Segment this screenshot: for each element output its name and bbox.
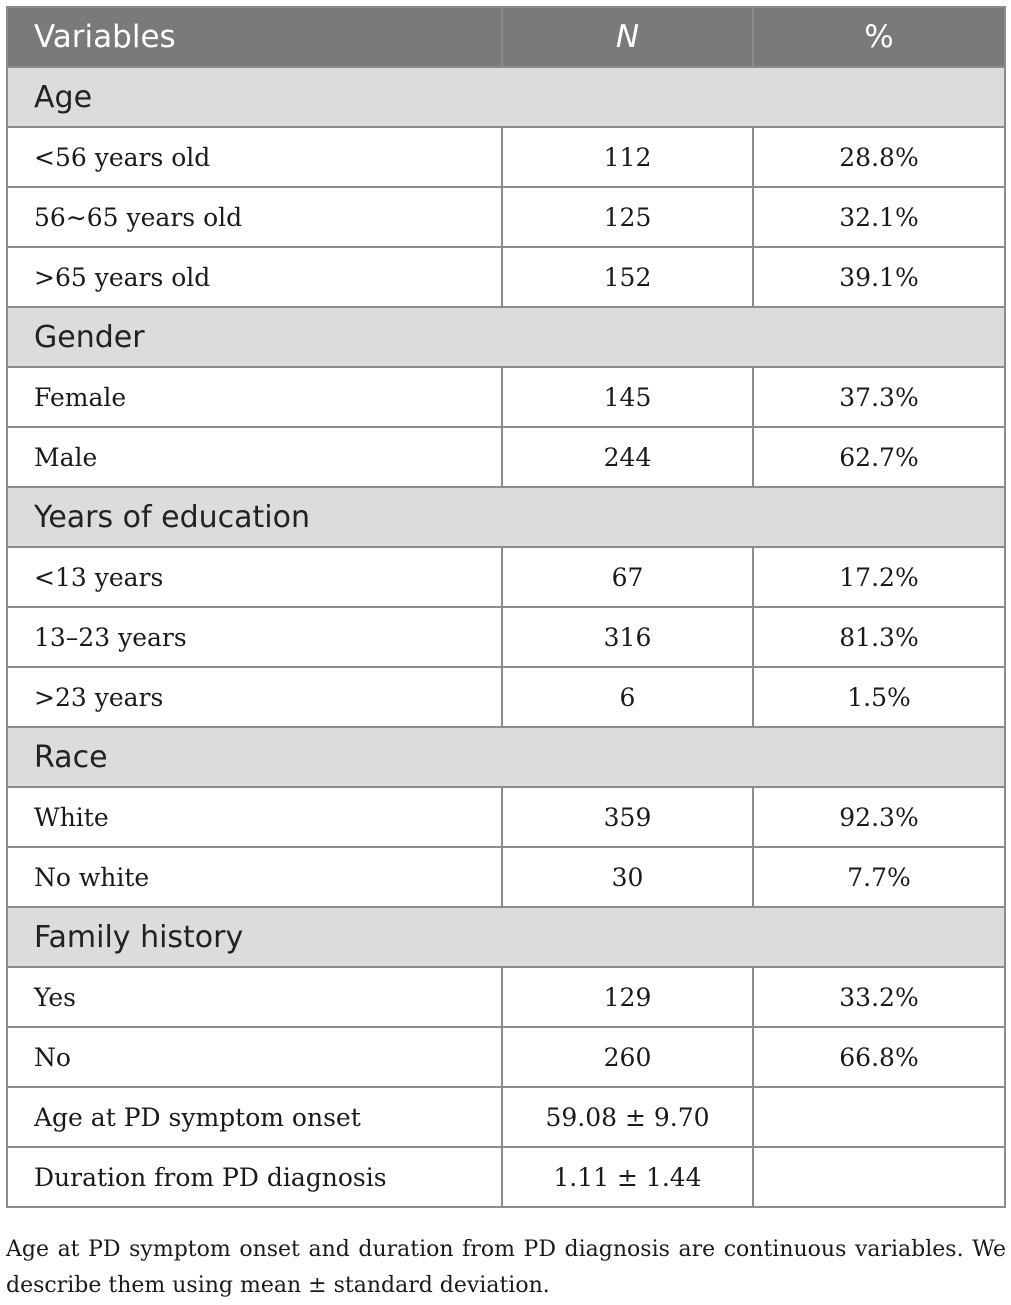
row-percent-empty xyxy=(752,1086,1006,1148)
table-footnote: Age at PD symptom onset and duration fro… xyxy=(6,1237,1006,1298)
row-percent: 62.7% xyxy=(752,426,1006,488)
section-title: Family history xyxy=(6,906,1006,968)
row-label: <13 years xyxy=(6,546,503,608)
section-title: Years of education xyxy=(6,486,1006,548)
row-percent: 1.5% xyxy=(752,666,1006,728)
row-label: >65 years old xyxy=(6,246,503,308)
section-gender-row: Gender xyxy=(6,306,1006,368)
table-row: 13–23 years 316 81.3% xyxy=(6,606,1006,668)
table-row: Male 244 62.7% xyxy=(6,426,1006,488)
section-title: Age xyxy=(6,66,1006,128)
row-label: White xyxy=(6,786,503,848)
table-row: >23 years 6 1.5% xyxy=(6,666,1006,728)
row-n: 6 xyxy=(501,666,754,728)
row-label: Duration from PD diagnosis xyxy=(6,1146,503,1208)
section-family-history-row: Family history xyxy=(6,906,1006,968)
row-label: 56∼65 years old xyxy=(6,186,503,248)
row-percent: 66.8% xyxy=(752,1026,1006,1088)
row-label: No xyxy=(6,1026,503,1088)
table-row: Female 145 37.3% xyxy=(6,366,1006,428)
section-title: Gender xyxy=(6,306,1006,368)
section-education-row: Years of education xyxy=(6,486,1006,548)
row-n: 67 xyxy=(501,546,754,608)
header-percent: % xyxy=(752,6,1006,68)
table-row: 56∼65 years old 125 32.1% xyxy=(6,186,1006,248)
row-percent-empty xyxy=(752,1146,1006,1208)
table-header-row: Variables N % xyxy=(6,6,1006,68)
header-variables: Variables xyxy=(6,6,503,68)
row-percent: 32.1% xyxy=(752,186,1006,248)
row-percent: 28.8% xyxy=(752,126,1006,188)
row-n: 152 xyxy=(501,246,754,308)
row-n: 260 xyxy=(501,1026,754,1088)
row-n: 125 xyxy=(501,186,754,248)
row-n: 30 xyxy=(501,846,754,908)
table-row-continuous: Duration from PD diagnosis 1.11 ± 1.44 xyxy=(6,1146,1006,1208)
section-age-row: Age xyxy=(6,66,1006,128)
row-mean-sd: 1.11 ± 1.44 xyxy=(501,1146,754,1208)
row-percent: 37.3% xyxy=(752,366,1006,428)
row-n: 244 xyxy=(501,426,754,488)
demographics-table: Variables N % Age <56 years old 112 28.8… xyxy=(6,6,1006,1208)
row-n: 129 xyxy=(501,966,754,1028)
row-percent: 7.7% xyxy=(752,846,1006,908)
row-n: 316 xyxy=(501,606,754,668)
row-label: <56 years old xyxy=(6,126,503,188)
row-percent: 39.1% xyxy=(752,246,1006,308)
table-row: White 359 92.3% xyxy=(6,786,1006,848)
row-percent: 33.2% xyxy=(752,966,1006,1028)
row-percent: 92.3% xyxy=(752,786,1006,848)
row-label: No white xyxy=(6,846,503,908)
row-n: 145 xyxy=(501,366,754,428)
row-label: Female xyxy=(6,366,503,428)
section-race-row: Race xyxy=(6,726,1006,788)
table-row: <13 years 67 17.2% xyxy=(6,546,1006,608)
header-n: N xyxy=(501,6,754,68)
row-label: >23 years xyxy=(6,666,503,728)
row-label: 13–23 years xyxy=(6,606,503,668)
table-row: >65 years old 152 39.1% xyxy=(6,246,1006,308)
row-percent: 81.3% xyxy=(752,606,1006,668)
row-percent: 17.2% xyxy=(752,546,1006,608)
row-n: 112 xyxy=(501,126,754,188)
section-title: Race xyxy=(6,726,1006,788)
row-mean-sd: 59.08 ± 9.70 xyxy=(501,1086,754,1148)
table-row: No white 30 7.7% xyxy=(6,846,1006,908)
row-label: Male xyxy=(6,426,503,488)
row-n: 359 xyxy=(501,786,754,848)
row-label: Age at PD symptom onset xyxy=(6,1086,503,1148)
table-row-continuous: Age at PD symptom onset 59.08 ± 9.70 xyxy=(6,1086,1006,1148)
row-label: Yes xyxy=(6,966,503,1028)
table-row: Yes 129 33.2% xyxy=(6,966,1006,1028)
table-row: No 260 66.8% xyxy=(6,1026,1006,1088)
table-row: <56 years old 112 28.8% xyxy=(6,126,1006,188)
